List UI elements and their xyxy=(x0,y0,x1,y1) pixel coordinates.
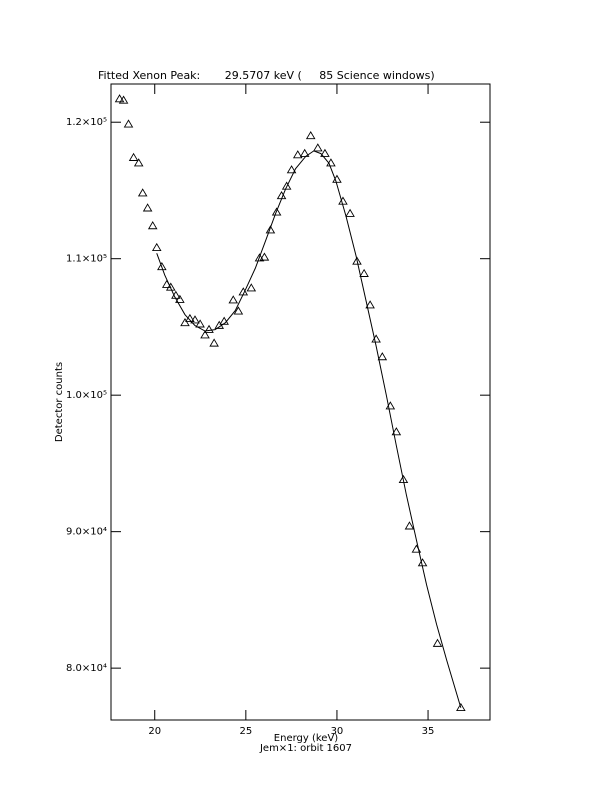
data-point xyxy=(228,295,239,304)
data-point xyxy=(265,225,276,234)
data-point xyxy=(180,317,190,327)
data-point xyxy=(404,521,415,530)
data-point xyxy=(151,242,162,252)
y-axis-label: Detector counts xyxy=(54,362,65,442)
data-point xyxy=(246,283,257,292)
data-point xyxy=(305,130,316,140)
data-point xyxy=(219,316,229,325)
data-point xyxy=(128,152,139,161)
x-axis-label: Energy (keV) xyxy=(274,733,339,744)
data-point xyxy=(165,282,176,291)
y-tick-label: 1.0×10⁵ xyxy=(66,390,107,401)
data-point xyxy=(286,165,297,174)
data-point xyxy=(292,150,303,159)
chart-title: Fitted Xenon Peak: 29.5707 keV ( 85 Scie… xyxy=(98,69,435,82)
y-tick-label: 1.2×10⁵ xyxy=(66,117,107,128)
data-point xyxy=(299,148,310,157)
data-point xyxy=(233,306,244,315)
data-point xyxy=(359,268,369,277)
data-point xyxy=(432,638,443,647)
data-point xyxy=(281,181,292,190)
data-point xyxy=(209,338,219,347)
data-point xyxy=(137,188,148,197)
x-tick-label: 20 xyxy=(148,726,161,737)
data-point xyxy=(377,352,388,361)
data-point xyxy=(190,315,200,324)
y-tick-label: 8.0×10⁴ xyxy=(66,663,107,674)
data-point xyxy=(133,158,144,167)
data-point xyxy=(142,203,153,212)
data-point xyxy=(157,261,167,271)
data-point xyxy=(204,324,214,333)
data-point xyxy=(352,256,362,265)
y-tick-label: 9.0×10⁴ xyxy=(66,527,107,538)
data-point xyxy=(118,95,129,104)
data-point xyxy=(147,221,158,230)
data-point xyxy=(259,252,270,261)
x-tick-label: 35 xyxy=(422,726,435,737)
data-point xyxy=(365,300,375,309)
fit-line xyxy=(156,150,462,708)
x-tick-label: 25 xyxy=(239,726,252,737)
data-point xyxy=(456,702,466,711)
subtitle: Jem×1: orbit 1607 xyxy=(259,743,352,754)
data-point xyxy=(200,330,210,339)
plot-frame xyxy=(110,83,491,721)
data-point xyxy=(123,119,134,128)
x-tick-label: 30 xyxy=(331,726,344,737)
data-point xyxy=(391,427,402,436)
y-tick-label: 1.1×10⁵ xyxy=(66,254,107,265)
data-point xyxy=(175,294,185,303)
data-point xyxy=(345,208,355,217)
data-point xyxy=(195,319,205,328)
data-point xyxy=(271,207,282,216)
data-point xyxy=(313,143,323,152)
data-point xyxy=(320,148,330,157)
data-point xyxy=(114,94,125,103)
